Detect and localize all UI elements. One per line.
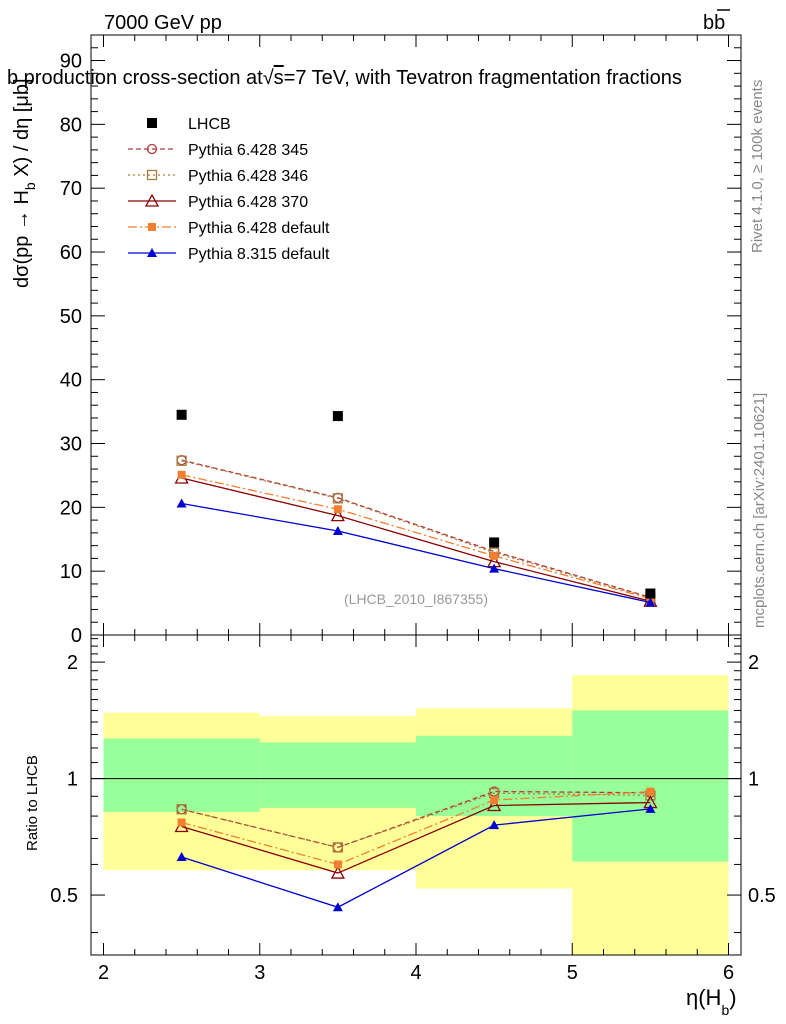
ratio-point-series-2-2 <box>332 842 344 853</box>
ratio-tick-label-right-1: 1 <box>748 769 759 791</box>
header-left: 7000 GeV pp <box>104 12 222 34</box>
y-tick-label-10: 10 <box>60 561 82 583</box>
y-tick-label-20: 20 <box>60 497 82 519</box>
ratio-line-series-3 <box>181 801 651 874</box>
data-point-3 <box>489 537 500 548</box>
main-point-series-3-2 <box>330 508 345 522</box>
ratio-point-series-5-3 <box>489 820 500 830</box>
main-line-series-1 <box>181 459 651 598</box>
ratio-tick-label-right-2: 2 <box>748 652 759 674</box>
x-tick-label-3: 3 <box>254 962 265 984</box>
ratio-band-green-4 <box>572 710 729 862</box>
legend-marker-series-2 <box>146 169 158 181</box>
data-point-2 <box>332 411 343 422</box>
ratio-point-series-5-2 <box>332 902 343 912</box>
y-axis-label: dσ(pp → Hb X) / dη [μb] <box>11 78 38 288</box>
y-tick-label-80: 80 <box>60 114 82 136</box>
ratio-tick-label-left-1: 1 <box>67 769 78 791</box>
main-point-series-4-3 <box>490 551 499 560</box>
rivet-version-label: Rivet 4.1.0, ≥ 100k events <box>749 80 766 253</box>
main-series-group <box>174 409 658 607</box>
x-tick-label-6: 6 <box>723 962 734 984</box>
y-tick-label-0: 0 <box>71 625 82 647</box>
svg-text:bb: bb <box>703 12 725 34</box>
ratio-line-series-4 <box>181 791 651 866</box>
x-tick-label-2: 2 <box>98 962 109 984</box>
ratio-line-series-2 <box>181 792 651 849</box>
y-tick-label-50: 50 <box>60 306 82 328</box>
legend-marker-series-4 <box>148 223 156 231</box>
ratio-y-axis-label: Ratio to LHCB <box>24 755 41 851</box>
main-line-series-5 <box>181 502 651 604</box>
y-tick-label-90: 90 <box>60 51 82 73</box>
main-point-series-5-1 <box>176 498 187 508</box>
main-point-series-2-1 <box>176 455 187 466</box>
ratio-point-series-4-1 <box>177 818 186 827</box>
main-line-series-3 <box>181 477 651 602</box>
ratio-band-green-2 <box>259 742 416 808</box>
legend-marker-series-1 <box>146 143 158 155</box>
legend-marker-data <box>147 118 157 128</box>
x-tick-label-5: 5 <box>567 962 578 984</box>
ratio-point-series-3-3 <box>487 798 502 812</box>
main-point-series-2-2 <box>332 493 344 504</box>
ratio-point-series-3-2 <box>330 865 345 879</box>
mcplots-reference-label: mcplots.cern.ch [arXiv:2401.10621] <box>751 393 768 628</box>
main-line-series-4 <box>181 474 651 600</box>
ratio-tick-label-left-0.5: 0.5 <box>50 885 78 907</box>
analysis-tag: (LHCB_2010_I867355) <box>344 591 488 607</box>
main-point-series-5-3 <box>489 563 500 573</box>
ratio-point-series-4-4 <box>646 787 655 796</box>
ratio-point-series-4-2 <box>333 860 342 869</box>
legend-label-series-3: Pythia 6.428 370 <box>188 194 308 211</box>
x-tick-label-4: 4 <box>410 962 421 984</box>
legend-label-data: LHCB <box>188 116 231 133</box>
main-point-series-4-2 <box>333 505 342 514</box>
y-tick-label-30: 30 <box>60 434 82 456</box>
chart-title: b production cross-section at√s=7 TeV, w… <box>7 67 682 89</box>
axis-ticks <box>91 34 741 955</box>
ratio-point-series-2-1 <box>176 804 187 815</box>
ratio-uncertainty-bands <box>103 675 729 955</box>
legend-label-series-1: Pythia 6.428 345 <box>188 142 308 159</box>
legend-label-series-4: Pythia 6.428 default <box>188 220 330 237</box>
legend-label-series-5: Pythia 8.315 default <box>188 246 330 263</box>
ratio-point-series-5-4 <box>645 803 656 813</box>
legend-label-series-2: Pythia 6.428 346 <box>188 168 308 185</box>
y-tick-label-60: 60 <box>60 242 82 264</box>
x-axis-label: η(Hb) <box>686 985 737 1018</box>
data-point-4 <box>645 588 656 599</box>
ratio-tick-label-right-0.5: 0.5 <box>748 885 776 907</box>
main-line-series-2 <box>181 460 651 599</box>
main-point-series-5-4 <box>645 597 656 607</box>
ratio-point-series-5-1 <box>176 852 187 862</box>
legend-marker-series-5 <box>147 248 157 257</box>
ratio-tick-label-left-2: 2 <box>67 652 78 674</box>
y-tick-label-70: 70 <box>60 178 82 200</box>
legend: LHCB Pythia 6.428 345 Pythia 6.428 346 Pyth… <box>128 116 330 263</box>
ratio-series-group <box>174 786 658 912</box>
y-tick-label-40: 40 <box>60 370 82 392</box>
ratio-line-series-5 <box>181 808 651 908</box>
legend-marker-series-3 <box>144 193 160 207</box>
ratio-point-series-4-3 <box>490 796 499 805</box>
data-point-1 <box>176 409 187 420</box>
ratio-band-green-1 <box>103 738 260 812</box>
header-right: bb <box>703 9 730 34</box>
main-point-series-5-2 <box>332 525 343 535</box>
main-point-series-4-1 <box>177 470 186 479</box>
